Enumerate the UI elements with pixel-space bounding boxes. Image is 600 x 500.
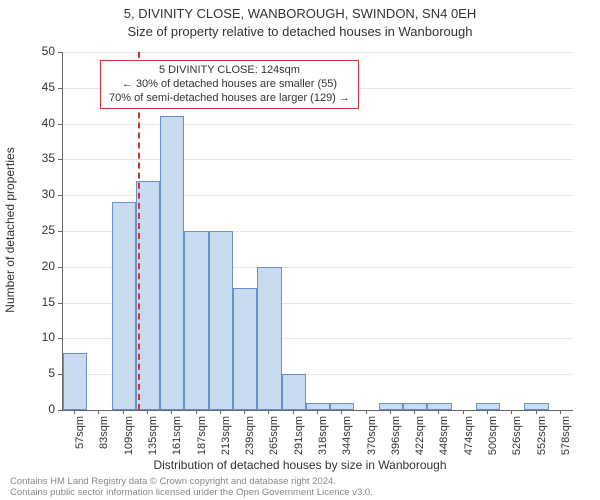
x-tick: [244, 410, 245, 414]
x-tick-label: 57sqm: [74, 416, 86, 456]
histogram-bar: [160, 116, 184, 410]
x-tick-label: 344sqm: [341, 416, 353, 456]
y-tick: [58, 195, 62, 196]
histogram-bar: [403, 403, 427, 410]
histogram-bar: [379, 403, 403, 410]
histogram-bar: [330, 403, 354, 410]
x-tick-label: 135sqm: [147, 416, 159, 456]
x-tick-label: 448sqm: [438, 416, 450, 456]
annotation-line: 70% of semi-detached houses are larger (…: [109, 92, 350, 106]
y-tick: [58, 52, 62, 53]
x-tick: [341, 410, 342, 414]
x-tick: [196, 410, 197, 414]
y-tick-label: 15: [15, 295, 55, 309]
histogram-bar: [306, 403, 330, 410]
x-tick-label: 526sqm: [511, 416, 523, 456]
x-tick-label: 552sqm: [536, 416, 548, 456]
y-tick-label: 50: [15, 44, 55, 58]
x-tick: [390, 410, 391, 414]
x-tick: [171, 410, 172, 414]
y-tick: [58, 410, 62, 411]
x-tick: [560, 410, 561, 414]
x-tick-label: 265sqm: [268, 416, 280, 456]
x-tick: [268, 410, 269, 414]
x-tick: [147, 410, 148, 414]
y-tick-label: 5: [15, 366, 55, 380]
y-tick: [58, 303, 62, 304]
x-tick-label: 239sqm: [244, 416, 256, 456]
x-tick: [98, 410, 99, 414]
y-tick: [58, 374, 62, 375]
histogram-bar: [257, 267, 281, 410]
y-tick-label: 45: [15, 80, 55, 94]
annotation-line: 5 DIVINITY CLOSE: 124sqm: [109, 64, 350, 78]
y-tick: [58, 124, 62, 125]
x-tick: [220, 410, 221, 414]
x-tick: [366, 410, 367, 414]
y-tick-label: 10: [15, 330, 55, 344]
histogram-bar: [427, 403, 451, 410]
y-tick: [58, 267, 62, 268]
chart-container: 5, DIVINITY CLOSE, WANBOROUGH, SWINDON, …: [0, 0, 600, 500]
footer-line-1: Contains HM Land Registry data © Crown c…: [10, 476, 373, 487]
histogram-bar: [184, 231, 208, 410]
x-tick: [463, 410, 464, 414]
histogram-bar: [209, 231, 233, 410]
x-tick-label: 83sqm: [98, 416, 110, 456]
x-tick-label: 213sqm: [220, 416, 232, 456]
histogram-bar: [233, 288, 257, 410]
histogram-bar: [63, 353, 87, 410]
footer-attribution: Contains HM Land Registry data © Crown c…: [10, 476, 373, 499]
x-tick: [74, 410, 75, 414]
x-tick-label: 161sqm: [171, 416, 183, 456]
x-tick-label: 578sqm: [560, 416, 572, 456]
y-tick-label: 30: [15, 187, 55, 201]
y-tick-label: 0: [15, 402, 55, 416]
chart-subtitle: Size of property relative to detached ho…: [0, 24, 600, 39]
y-tick: [58, 231, 62, 232]
x-tick: [317, 410, 318, 414]
y-tick-label: 25: [15, 223, 55, 237]
y-tick-label: 40: [15, 116, 55, 130]
property-annotation: 5 DIVINITY CLOSE: 124sqm← 30% of detache…: [100, 60, 359, 109]
x-axis-label: Distribution of detached houses by size …: [0, 458, 600, 472]
x-tick: [511, 410, 512, 414]
x-tick: [293, 410, 294, 414]
histogram-bar: [524, 403, 548, 410]
x-tick-label: 474sqm: [463, 416, 475, 456]
x-tick: [438, 410, 439, 414]
x-tick-label: 370sqm: [366, 416, 378, 456]
x-tick-label: 500sqm: [487, 416, 499, 456]
histogram-bar: [112, 202, 136, 410]
x-tick-label: 109sqm: [123, 416, 135, 456]
y-tick-label: 20: [15, 259, 55, 273]
x-tick: [536, 410, 537, 414]
histogram-bar: [476, 403, 500, 410]
x-tick: [414, 410, 415, 414]
chart-title-address: 5, DIVINITY CLOSE, WANBOROUGH, SWINDON, …: [0, 6, 600, 21]
x-tick-label: 187sqm: [196, 416, 208, 456]
x-tick-label: 396sqm: [390, 416, 402, 456]
y-tick: [58, 338, 62, 339]
footer-line-2: Contains public sector information licen…: [10, 487, 373, 498]
x-tick-label: 422sqm: [414, 416, 426, 456]
x-tick-label: 291sqm: [293, 416, 305, 456]
histogram-bar: [282, 374, 306, 410]
y-tick-label: 35: [15, 151, 55, 165]
x-tick: [487, 410, 488, 414]
x-tick-label: 318sqm: [317, 416, 329, 456]
y-tick: [58, 88, 62, 89]
y-tick: [58, 159, 62, 160]
x-tick: [123, 410, 124, 414]
annotation-line: ← 30% of detached houses are smaller (55…: [109, 78, 350, 92]
